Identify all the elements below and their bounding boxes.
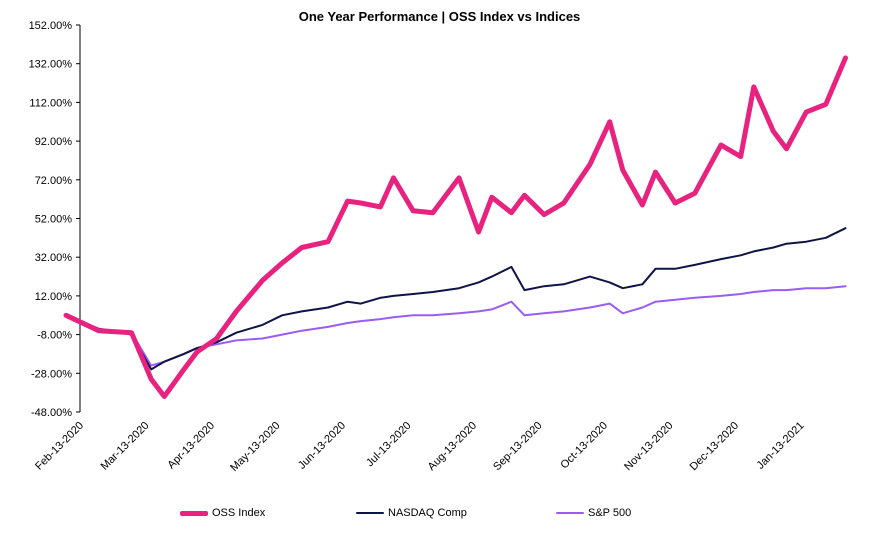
legend-label-nasdaq-comp: NASDAQ Comp <box>388 507 467 519</box>
chart-title: One Year Performance | OSS Index vs Indi… <box>298 9 581 24</box>
x-tick-label: Oct-13-2020 <box>558 420 610 472</box>
y-tick-label: 72.00% <box>35 175 73 187</box>
x-tick-label: Jun-13-2020 <box>296 420 348 472</box>
legend-item-oss-index[interactable]: OSS Index <box>180 507 265 519</box>
x-tick-label: Jan-13-2021 <box>754 420 806 472</box>
y-tick-label: 32.00% <box>35 252 73 264</box>
y-tick-label: 132.00% <box>29 59 73 71</box>
y-tick-label: 112.00% <box>29 97 72 109</box>
x-tick-label: May-13-2020 <box>228 420 282 474</box>
x-tick-label: Apr-13-2020 <box>165 420 217 472</box>
legend-swatch-oss-index <box>180 510 208 516</box>
x-tick-label: Dec-13-2020 <box>688 420 741 473</box>
x-tick-label: Sep-13-2020 <box>491 420 544 473</box>
x-tick-label: Mar-13-2020 <box>99 420 152 473</box>
series-line-oss-index <box>63 55 848 399</box>
x-tick-label: Nov-13-2020 <box>622 420 675 473</box>
x-tick-label: Feb-13-2020 <box>33 420 86 473</box>
chart-legend: OSS Index NASDAQ Comp S&P 500 <box>0 507 879 527</box>
x-tick-label: Jul-13-2020 <box>364 420 414 470</box>
y-tick-label: -8.00% <box>37 330 72 342</box>
x-tick-label: Aug-13-2020 <box>426 420 479 473</box>
legend-label-oss-index: OSS Index <box>212 507 266 519</box>
legend-item-nasdaq-comp[interactable]: NASDAQ Comp <box>356 507 467 519</box>
y-tick-label: 12.00% <box>35 291 73 303</box>
y-tick-label: -28.00% <box>31 368 72 380</box>
legend-swatch-nasdaq-comp <box>356 512 384 514</box>
series-line-nasdaq-comp <box>65 227 847 371</box>
y-tick-label: -48.00% <box>31 407 72 419</box>
y-tick-label: 92.00% <box>35 136 73 148</box>
series-lines <box>63 55 848 399</box>
legend-label-sp-500: S&P 500 <box>588 507 632 519</box>
y-axis-tick-labels: 152.00% 132.00% 112.00% 92.00% 72.00% 52.00% 3… <box>29 20 73 419</box>
legend-item-sp-500[interactable]: S&P 500 <box>556 507 631 519</box>
legend-swatch-sp-500 <box>556 512 584 514</box>
chart-axes <box>76 24 81 413</box>
y-tick-label: 152.00% <box>29 20 73 32</box>
y-tick-label: 52.00% <box>35 214 73 226</box>
x-axis-tick-labels: Feb-13-2020 Mar-13-2020 Apr-13-2020 May-13-… <box>33 420 807 474</box>
